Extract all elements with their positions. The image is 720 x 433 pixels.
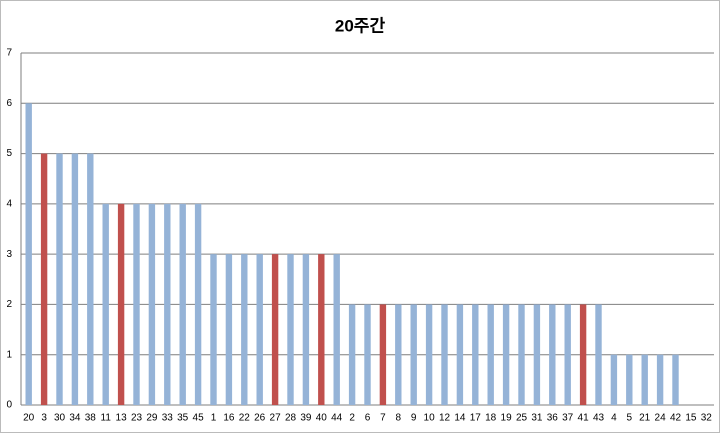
- x-tick-label: 20: [23, 413, 35, 424]
- bar: [117, 203, 125, 405]
- x-tick-label: 8: [396, 413, 402, 424]
- bar: [626, 354, 633, 405]
- x-tick-label: 16: [223, 413, 235, 424]
- bar: [302, 254, 310, 405]
- y-tick-label: 5: [6, 148, 12, 159]
- bar: [256, 254, 263, 405]
- bar: [379, 304, 387, 405]
- bar: [148, 203, 156, 405]
- bar: [502, 304, 510, 405]
- bar: [40, 153, 48, 405]
- x-tick-label: 4: [611, 413, 617, 424]
- x-tick-label: 28: [285, 413, 297, 424]
- bar: [410, 304, 417, 405]
- x-tick-label: 2: [349, 413, 355, 424]
- x-tick-label: 44: [331, 413, 343, 424]
- x-tick-label: 33: [162, 413, 174, 424]
- y-tick-label: 6: [6, 98, 12, 109]
- x-tick-label: 19: [501, 413, 513, 424]
- bar: [579, 304, 587, 405]
- y-tick-label: 0: [6, 400, 12, 411]
- x-tick-label: 37: [562, 413, 574, 424]
- bar: [179, 203, 186, 405]
- bar: [564, 304, 571, 405]
- bar: [164, 203, 171, 405]
- bar: [610, 354, 618, 405]
- bar: [425, 304, 433, 405]
- x-tick-label: 11: [101, 413, 112, 424]
- x-tick-label: 30: [54, 413, 66, 424]
- x-tick-label: 1: [211, 413, 217, 424]
- bar: [25, 103, 32, 406]
- chart-title: 20주간: [335, 16, 386, 35]
- x-tick-label: 3: [41, 413, 47, 424]
- x-tick-label: 43: [593, 413, 605, 424]
- x-tick-label: 36: [547, 413, 559, 424]
- bar: [364, 304, 371, 405]
- bar: [318, 254, 325, 405]
- x-tick-label: 26: [254, 413, 266, 424]
- x-tick-label: 18: [485, 413, 497, 424]
- y-tick-label: 4: [6, 198, 12, 209]
- bar: [395, 304, 402, 405]
- x-tick-label: 32: [701, 413, 713, 424]
- bar: [333, 254, 340, 405]
- x-tick-label: 39: [300, 413, 312, 424]
- bar: [194, 203, 202, 405]
- x-tick-label: 45: [193, 413, 205, 424]
- bar: [672, 354, 679, 405]
- x-tick-label: 29: [146, 413, 158, 424]
- bar: [533, 304, 541, 405]
- bar: [271, 254, 279, 405]
- bar: [595, 304, 602, 405]
- bar: [56, 153, 63, 405]
- bar: [518, 304, 525, 405]
- x-tick-label: 22: [239, 413, 251, 424]
- bar: [441, 304, 448, 405]
- bar: [287, 254, 294, 405]
- bar: [472, 304, 479, 405]
- x-tick-label: 14: [454, 413, 466, 424]
- x-tick-label: 5: [627, 413, 633, 424]
- y-tick-label: 2: [6, 299, 12, 310]
- x-tick-label: 41: [578, 413, 590, 424]
- y-tick-label: 7: [6, 48, 12, 59]
- x-tick-label: 23: [131, 413, 143, 424]
- bar: [102, 203, 109, 405]
- x-tick-label: 42: [670, 413, 682, 424]
- x-tick-label: 21: [639, 413, 651, 424]
- bar: [641, 354, 648, 405]
- x-tick-label: 35: [177, 413, 189, 424]
- x-tick-label: 12: [439, 413, 451, 424]
- bar: [71, 153, 79, 405]
- x-tick-label: 17: [470, 413, 482, 424]
- bar: [549, 304, 556, 405]
- bar: [87, 153, 94, 405]
- x-tick-label: 10: [424, 413, 436, 424]
- y-tick-label: 1: [6, 349, 12, 360]
- x-tick-label: 38: [85, 413, 97, 424]
- bar: [225, 254, 233, 405]
- bar: [133, 203, 140, 405]
- x-tick-label: 7: [380, 413, 386, 424]
- x-tick-label: 40: [316, 413, 328, 424]
- bar: [348, 304, 356, 405]
- x-tick-label: 24: [655, 413, 667, 424]
- x-tick-label: 34: [69, 413, 81, 424]
- bar: [656, 354, 664, 405]
- bar: [487, 304, 494, 405]
- y-tick-label: 3: [6, 249, 12, 260]
- x-tick-label: 15: [685, 413, 697, 424]
- x-tick-label: 31: [531, 413, 543, 424]
- x-tick-label: 13: [116, 413, 128, 424]
- x-tick-label: 27: [270, 413, 282, 424]
- x-tick-label: 6: [365, 413, 371, 424]
- bar: [456, 304, 464, 405]
- x-tick-label: 25: [516, 413, 528, 424]
- bar: [241, 254, 248, 405]
- x-tick-label: 9: [411, 413, 417, 424]
- bar: [210, 254, 217, 405]
